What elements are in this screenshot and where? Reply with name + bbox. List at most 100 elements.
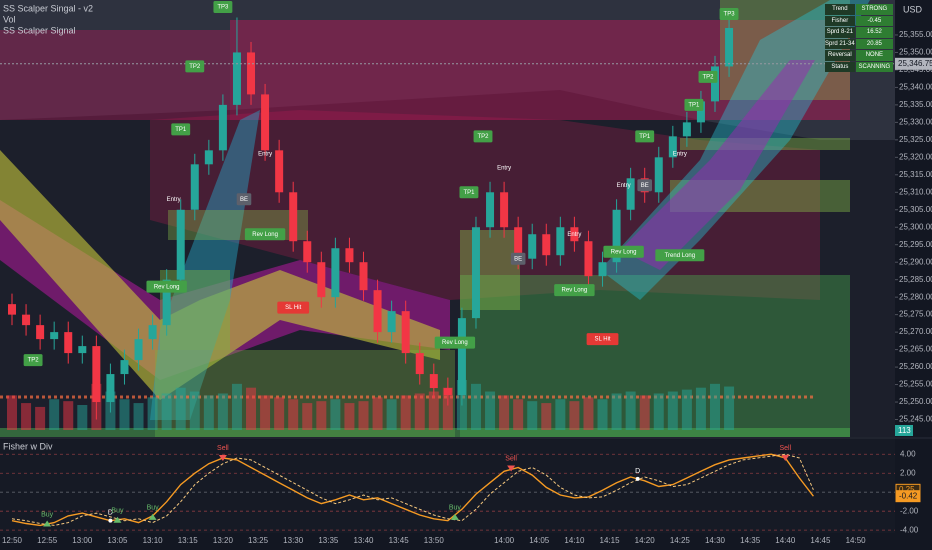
candle-body (556, 227, 565, 256)
y-tick-label: 25,325.00 (899, 135, 932, 144)
candle-body (668, 136, 677, 158)
table-value: NONE (855, 50, 893, 61)
candle-body (373, 290, 382, 333)
volume-bar (555, 399, 566, 430)
signal-label: BE (514, 256, 522, 262)
y-tick-label: 25,280.00 (899, 292, 932, 301)
zone (460, 230, 520, 310)
volume-label: Vol (3, 14, 16, 24)
y-tick-label: 25,265.00 (899, 345, 932, 354)
x-tick-label: 13:35 (318, 536, 339, 545)
table-row: Reversal NONE (825, 50, 893, 61)
signal-arrow (113, 516, 122, 523)
last-value-label: 0.25 (899, 485, 915, 494)
volume-bar (597, 399, 608, 430)
candle-body (190, 164, 199, 210)
volume-bar (161, 393, 172, 430)
volume-bar (414, 393, 425, 430)
candle-body (682, 122, 691, 137)
signal-label: Buy (41, 511, 54, 518)
candle-body (598, 262, 607, 277)
y-tick-label: 25,335.00 (899, 100, 932, 109)
fisher-title: Fisher w Div (3, 441, 53, 451)
volume-bar (175, 387, 186, 430)
candle-body (654, 157, 663, 193)
signal-label: BE (641, 183, 649, 189)
candle-body (359, 262, 368, 291)
candle-body (626, 178, 635, 210)
y-tick-label: 25,350.00 (899, 48, 932, 57)
signal-arrow (148, 513, 157, 520)
signal-box (586, 333, 619, 346)
candle-body (303, 241, 312, 263)
candle-body (387, 311, 396, 333)
x-tick-label: 14:25 (670, 536, 691, 545)
last-value-box (895, 490, 921, 503)
table-row: Status SCANNING (825, 61, 893, 72)
candle-body (725, 27, 734, 67)
volume-bar (639, 395, 650, 430)
signal-box (213, 0, 233, 13)
signal-box (603, 245, 644, 258)
table-row: Sprd 8-21 16.52 (825, 27, 893, 38)
volume-bar (7, 395, 17, 430)
volume-bar (485, 391, 496, 430)
candle-body (50, 332, 59, 340)
signal-label: TP1 (175, 127, 187, 133)
volume-bar (513, 399, 524, 430)
x-tick-label: 14:15 (600, 536, 621, 545)
signal-label: BE (240, 197, 248, 203)
y-tick-label: 25,300.00 (899, 222, 932, 231)
candle-body (514, 227, 523, 259)
candle-body (345, 248, 354, 263)
signal-label: TP2 (28, 358, 40, 364)
signal-box (473, 130, 493, 143)
signal-label: Entry (567, 232, 581, 238)
signal-box (459, 186, 479, 199)
y-tick-label: 25,315.00 (899, 170, 932, 179)
volume-bar (400, 395, 411, 430)
volume-bar (246, 387, 257, 430)
ribbon (620, 60, 815, 270)
signal-box (23, 354, 43, 367)
volume-bar (541, 403, 552, 430)
y-tick-label: 25,275.00 (899, 310, 932, 319)
candle-body (443, 388, 452, 396)
x-tick-label: 13:10 (143, 536, 164, 545)
volume-bar (189, 391, 200, 430)
candle-body (232, 52, 241, 105)
volume-bar (681, 389, 692, 430)
candle-body (176, 209, 185, 280)
candle-body (317, 262, 326, 298)
volume-bar (274, 397, 285, 430)
volume-bar (21, 403, 32, 430)
signal-label: Sell (505, 455, 517, 462)
signal-label: Entry (617, 183, 631, 189)
y-tick-label: 25,310.00 (899, 187, 932, 196)
y-tick-label: 25,340.00 (899, 83, 932, 92)
time-axis (0, 533, 895, 550)
volume-bar (330, 399, 341, 430)
table-key: Reversal (825, 50, 855, 61)
x-tick-label: 14:05 (529, 536, 550, 545)
x-tick-label: 13:40 (353, 536, 374, 545)
table-key: Sprd 8-21 (825, 27, 855, 38)
signal-box (684, 98, 704, 111)
fisher-line (11, 453, 814, 526)
candle-body (36, 325, 45, 340)
indicator-label: SS Scalper Signal (3, 25, 76, 35)
signal-label: Buy (449, 505, 462, 512)
volume-bar (217, 393, 228, 430)
x-tick-label: 12:50 (2, 536, 23, 545)
signal-arrow (218, 455, 227, 462)
volume-bar (442, 387, 453, 430)
last-volume-box (895, 425, 913, 436)
last-volume-label: 113 (898, 426, 911, 435)
signal-box (277, 301, 310, 314)
signal-box (698, 70, 718, 83)
fisher-line (11, 453, 814, 527)
y-tick-label: 25,250.00 (899, 397, 932, 406)
candle-body (134, 339, 143, 361)
